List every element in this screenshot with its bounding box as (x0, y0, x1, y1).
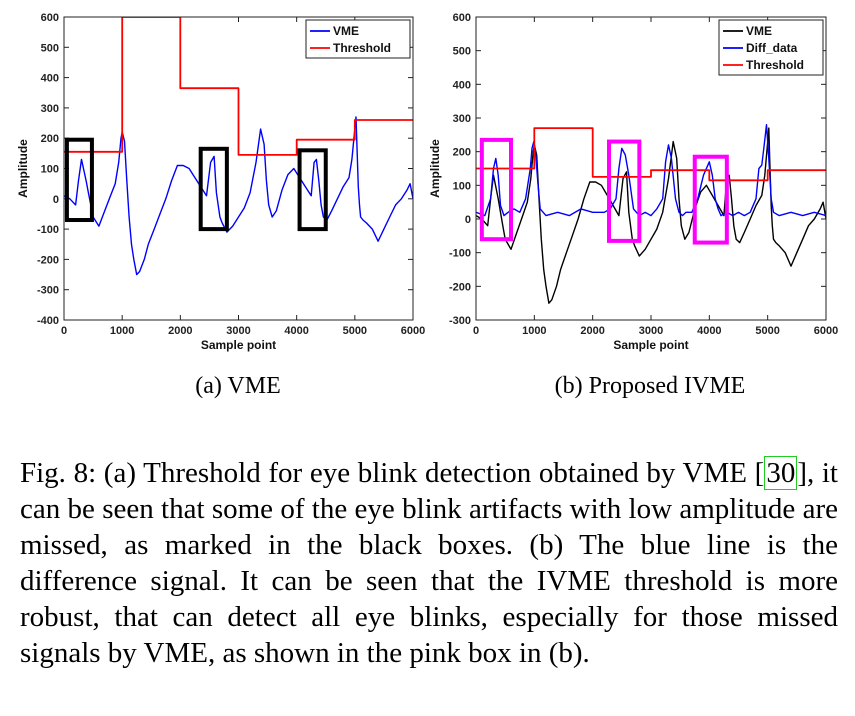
legend-entry: VME (746, 24, 772, 38)
x-tick-label: 3000 (226, 325, 250, 337)
y-tick-label: 600 (41, 12, 59, 24)
legend-entry: VME (333, 24, 359, 38)
y-tick-label: -300 (37, 285, 59, 297)
figure-canvas: 0 1000 2000 3000 4000 5000 6000-400-300-200-10… (16, 12, 838, 399)
x-tick-label: 0 (61, 325, 67, 337)
series-line-vme (64, 116, 413, 276)
y-tick-label: 500 (41, 42, 59, 54)
y-tick-label: -300 (449, 315, 471, 327)
y-tick-label: 100 (453, 180, 471, 192)
highlight-box (64, 137, 94, 223)
highlight-box (607, 139, 642, 243)
x-tick-label: 4000 (697, 325, 721, 337)
y-tick-label: 300 (41, 103, 59, 115)
x-tick-label: 2000 (168, 325, 192, 337)
y-tick-label: 400 (453, 79, 471, 91)
y-tick-label: 400 (41, 73, 59, 85)
subcaption-a: (a) VME (195, 373, 281, 399)
plot-area (64, 17, 413, 320)
plot-series (64, 17, 413, 276)
x-tick-label: 6000 (401, 325, 425, 337)
plot-frame (63, 16, 414, 321)
x-tick-label: 5000 (755, 325, 779, 337)
caption-lead: Fig. 8: (a) Threshold for eye blink dete… (20, 457, 765, 489)
x-tick-label: 6000 (814, 325, 838, 337)
highlight-box (479, 137, 514, 242)
plot-series (476, 123, 826, 304)
y-tick-label: -200 (37, 254, 59, 266)
chart-proposed-ivme: 0 1000 2000 3000 4000 5000 6000 -300 -200 -100 0 10… (428, 12, 838, 352)
x-tick-label: 2000 (580, 325, 604, 337)
y-tick-label: 200 (453, 147, 471, 159)
subcaption-b: (b) Proposed IVME (555, 373, 746, 399)
highlight-box (297, 148, 328, 232)
series-line-threshold (476, 127, 826, 182)
y-axis-label: Amplitude (16, 139, 30, 198)
chart-vme: 0 1000 2000 3000 4000 5000 6000-400-300-200-10… (16, 12, 425, 352)
legend-entry: Threshold (746, 58, 804, 72)
legend-entry: Diff_data (746, 41, 798, 55)
legend: VME Diff_data Threshold (718, 19, 824, 76)
highlight-box (692, 154, 729, 245)
y-tick-label: -200 (449, 281, 471, 293)
y-tick-label: 200 (41, 133, 59, 145)
legend-entry: Threshold (333, 41, 391, 55)
y-tick-label: 500 (453, 46, 471, 58)
x-axis-label: Sample point (201, 338, 276, 352)
highlight-box (198, 146, 229, 232)
x-axis-label: Sample point (613, 338, 688, 352)
citation-link[interactable]: 30 (764, 456, 798, 490)
y-tick-label: -100 (37, 224, 59, 236)
figure-caption: Fig. 8: (a) Threshold for eye blink dete… (20, 455, 838, 671)
legend: VME Threshold (305, 19, 411, 59)
y-tick-label: 100 (41, 164, 59, 176)
x-tick-label: 4000 (284, 325, 308, 337)
x-tick-label: 5000 (343, 325, 367, 337)
y-tick-label: 0 (465, 214, 471, 226)
series-line-vme (476, 127, 826, 304)
x-tick-label: 3000 (639, 325, 663, 337)
caption-rest: ], it can be seen that some of the eye b… (20, 457, 838, 669)
series-line-threshold (64, 17, 413, 156)
y-tick-label: 0 (53, 194, 59, 206)
x-tick-label: 1000 (522, 325, 546, 337)
y-tick-label: -400 (37, 315, 59, 327)
series-line-diff-data (476, 123, 826, 217)
plot-frame (475, 16, 827, 321)
y-tick-label: -100 (449, 248, 471, 260)
legend-box (305, 19, 411, 59)
x-tick-label: 1000 (110, 325, 134, 337)
y-tick-label: 300 (453, 113, 471, 125)
x-tick-label: 0 (473, 325, 479, 337)
y-tick-label: 600 (453, 12, 471, 24)
y-axis-label: Amplitude (428, 139, 442, 198)
